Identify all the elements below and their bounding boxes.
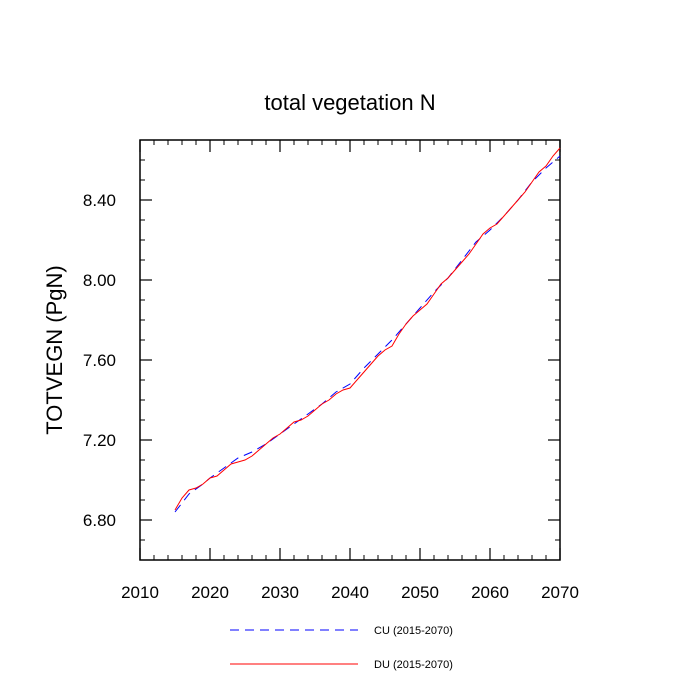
legend: CU (2015-2070) DU (2015-2070) <box>230 625 453 671</box>
y-tick-label: 6.80 <box>83 511 116 530</box>
y-tick-label: 8.00 <box>83 271 116 290</box>
series-line-cu <box>174 155 561 513</box>
x-tick-label: 2070 <box>541 583 579 602</box>
y-tick-label: 7.20 <box>83 431 116 450</box>
y-axis-label: TOTVEGN (PgN) <box>42 265 67 435</box>
x-tick-label: 2020 <box>191 583 229 602</box>
y-axis: 6.80 7.20 7.60 8.00 8.40 <box>83 191 560 530</box>
x-tick-label: 2060 <box>471 583 509 602</box>
legend-label: DU (2015-2070) <box>374 659 453 671</box>
x-tick-label: 2040 <box>331 583 369 602</box>
chart-title: total vegetation N <box>264 90 435 115</box>
series-line-du <box>174 147 561 511</box>
x-tick-label: 2050 <box>401 583 439 602</box>
x-tick-label: 2010 <box>121 583 159 602</box>
series-layer <box>174 147 561 513</box>
x-axis: 2010 2020 2030 2040 2050 2060 2070 <box>121 140 579 602</box>
y-tick-label: 7.60 <box>83 351 116 370</box>
y-tick-label: 8.40 <box>83 191 116 210</box>
minor-ticks <box>139 139 561 561</box>
legend-label: CU (2015-2070) <box>374 625 453 637</box>
plot-frame <box>139 139 561 561</box>
x-tick-label: 2030 <box>261 583 299 602</box>
